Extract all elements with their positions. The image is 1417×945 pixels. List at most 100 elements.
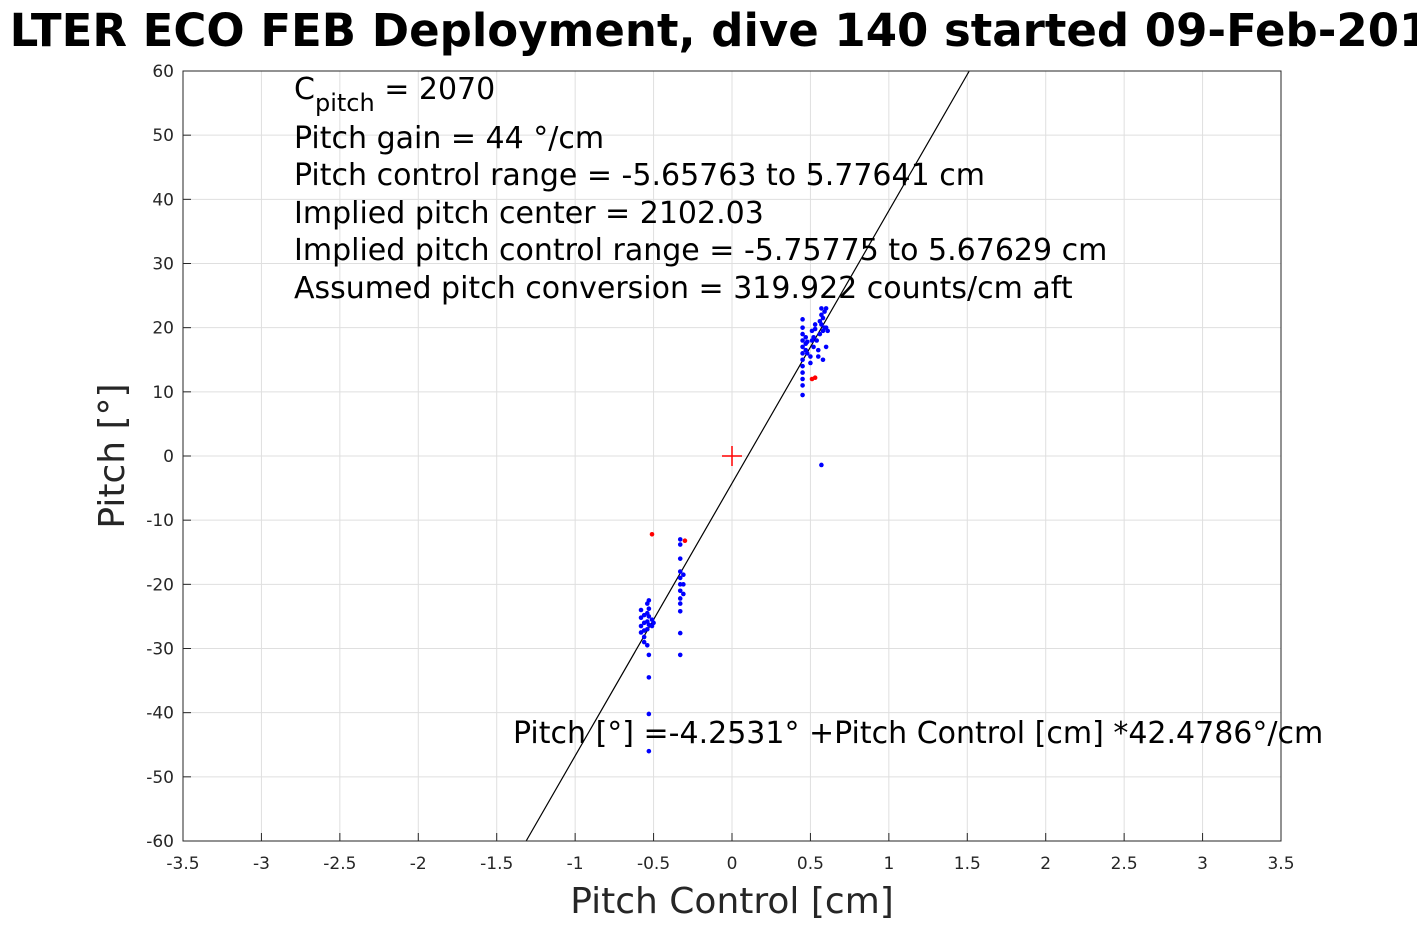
data-point: [800, 325, 805, 330]
data-point: [641, 634, 647, 640]
data-point: [800, 344, 805, 350]
data-point: [677, 630, 683, 636]
data-point: [800, 357, 805, 363]
x-axis-label: Pitch Control [cm]: [570, 881, 894, 922]
data-point: [812, 322, 818, 327]
data-point: [638, 615, 644, 620]
data-point: [638, 607, 644, 613]
data-point: [800, 338, 805, 343]
fit-line: [525, 70, 970, 842]
data-point: [682, 538, 688, 543]
data-point: [651, 620, 656, 626]
data-point: [823, 344, 829, 350]
data-point: [677, 542, 683, 547]
data-point: [819, 322, 824, 327]
data-point: [677, 575, 683, 581]
chart-title: LTER ECO FEB Deployment, dive 140 starte…: [10, 4, 1417, 57]
data-point: [677, 569, 683, 574]
data-point: [644, 642, 650, 648]
data-point: [812, 375, 818, 381]
data-point: [677, 596, 683, 601]
x-tick-label: 2.5: [1111, 854, 1138, 874]
data-point: [800, 383, 805, 388]
data-point: [815, 347, 821, 353]
data-point: [644, 626, 650, 632]
data-point: [677, 537, 683, 542]
cpitch-base: C: [294, 72, 315, 107]
annotation-control-range: Pitch control range = -5.65763 to 5.7764…: [294, 158, 985, 193]
x-tick-label: -2: [410, 854, 427, 874]
data-point: [681, 582, 686, 587]
y-axis-label: Pitch [°]: [92, 383, 133, 528]
fit-line-layer: [525, 70, 970, 842]
data-point: [677, 652, 683, 658]
data-point: [681, 591, 686, 597]
center-marker-layer: [722, 446, 742, 466]
x-tick-label: -3: [253, 854, 270, 874]
annotation-pitch-gain: Pitch gain = 44 °/cm: [294, 121, 604, 156]
data-point: [677, 601, 683, 606]
data-point: [646, 652, 652, 658]
data-point: [825, 328, 830, 334]
data-point: [819, 462, 824, 468]
data-point: [646, 614, 652, 619]
data-point: [800, 392, 805, 398]
x-tick-label: 1.5: [954, 854, 981, 874]
x-tick-label: 3: [1197, 854, 1208, 874]
data-point: [800, 317, 805, 322]
y-tick-label: -40: [146, 704, 174, 724]
y-tick-label: -30: [146, 640, 174, 660]
data-point: [677, 556, 683, 561]
data-point: [819, 306, 824, 311]
data-point: [641, 639, 647, 645]
data-point: [820, 315, 826, 321]
data-point: [646, 598, 652, 603]
x-tick-label: -3.5: [166, 854, 199, 874]
data-point: [681, 572, 686, 578]
data-point: [804, 339, 810, 345]
y-tick-label: -20: [146, 575, 174, 595]
data-point: [800, 376, 805, 382]
data-point: [646, 675, 652, 680]
x-tick-label: -0.5: [637, 854, 670, 874]
y-tick-label: 50: [152, 126, 174, 146]
y-tick-label: -10: [146, 511, 174, 531]
data-point: [800, 370, 805, 375]
x-tick-label: -1: [567, 854, 584, 874]
y-tick-label: 20: [152, 319, 174, 339]
x-tick-label: 3.5: [1267, 854, 1294, 874]
data-points: [638, 306, 830, 754]
data-point: [811, 334, 816, 340]
x-tick-label: -2.5: [323, 854, 356, 874]
data-point: [814, 338, 820, 343]
x-tick-label: 0.5: [797, 854, 824, 874]
data-point: [820, 357, 826, 363]
x-tick-label: -1.5: [480, 854, 513, 874]
data-point: [800, 351, 805, 356]
annotation-cpitch: Cpitch = 2070: [294, 72, 495, 117]
y-tick-label: 40: [152, 190, 174, 210]
y-tick-label: 60: [152, 62, 174, 82]
x-tick-label: 2: [1040, 854, 1051, 874]
y-tick-label: 0: [163, 447, 174, 467]
data-point: [815, 354, 821, 359]
data-point: [646, 606, 652, 612]
data-point: [646, 748, 652, 754]
annotation-conversion: Assumed pitch conversion = 319.922 count…: [294, 271, 1073, 306]
x-tick-label: 1: [883, 854, 894, 874]
data-point: [811, 344, 816, 350]
data-point: [803, 334, 809, 340]
annotation-fit-equation: Pitch [°] =-4.2531° +Pitch Control [cm] …: [513, 716, 1323, 751]
x-tick-label: 0: [727, 854, 738, 874]
annotation-implied-range: Implied pitch control range = -5.75775 t…: [294, 233, 1107, 268]
y-tick-label: -50: [146, 768, 174, 788]
cpitch-subscript: pitch: [315, 89, 375, 117]
cpitch-value: = 2070: [375, 72, 496, 107]
axis-ticks: -3.5 -3 -2.5 -2 -1.5 -1 -0.5 0 0.5 1 1.5 2 2.5 3 3.5 -6…: [146, 62, 1294, 874]
data-point: [817, 331, 823, 337]
data-point: [808, 360, 813, 366]
data-point: [808, 354, 813, 359]
data-point: [804, 351, 810, 356]
annotation-implied-center: Implied pitch center = 2102.03: [294, 196, 764, 231]
